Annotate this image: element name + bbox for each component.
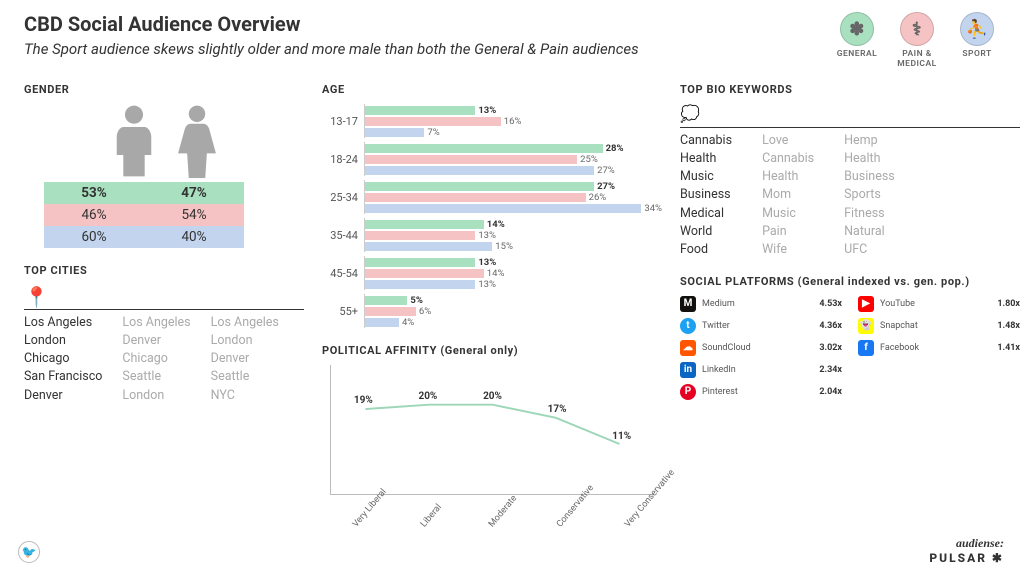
social-item: fFacebook1.41x bbox=[858, 340, 1020, 356]
legend: ✽GENERAL ⚕PAIN & MEDICAL ⛹SPORT bbox=[834, 12, 1000, 69]
political-category: Very Conservative bbox=[623, 515, 637, 529]
footer-logos: audiense: PULSAR ✱ bbox=[929, 536, 1004, 565]
cities-column: Los AngelesLondonDenverSeattleNYC bbox=[211, 314, 279, 405]
political-category: Moderate bbox=[487, 515, 501, 529]
social-section: SOCIAL PLATFORMS (General indexed vs. ge… bbox=[680, 275, 1020, 400]
political-category: Conservative bbox=[555, 515, 569, 529]
social-item bbox=[858, 362, 1020, 378]
political-value: 17% bbox=[548, 404, 567, 415]
political-category: Very Liberal bbox=[351, 515, 365, 529]
gender-row: 46%54% bbox=[44, 204, 244, 226]
political-title: POLITICAL AFFINITY (General only) bbox=[322, 344, 662, 357]
political-value: 20% bbox=[418, 391, 437, 402]
political-value: 11% bbox=[612, 431, 631, 442]
cities-column: Los AngelesDenverChicagoSeattleLondon bbox=[122, 314, 190, 405]
age-row: 45-5413%14%13% bbox=[322, 256, 662, 290]
cities-title: TOP CITIES bbox=[24, 264, 304, 277]
twitter-icon: 🐦 bbox=[18, 541, 40, 563]
bio-section: TOP BIO KEYWORDS 💭 CannabisHealthMusicBu… bbox=[680, 83, 1020, 259]
gender-title: GENDER bbox=[24, 83, 304, 96]
social-item: PPinterest2.04x bbox=[680, 384, 842, 400]
age-row: 18-2428%25%27% bbox=[322, 142, 662, 176]
legend-item: ⚕PAIN & MEDICAL bbox=[894, 12, 940, 69]
age-row: 35-4414%13%15% bbox=[322, 218, 662, 252]
political-section: POLITICAL AFFINITY (General only) 19% 20%… bbox=[322, 344, 662, 507]
pulsar-logo: PULSAR ✱ bbox=[929, 551, 1004, 565]
pin-icon: 📍 bbox=[24, 285, 304, 309]
gender-row: 53%47% bbox=[44, 182, 244, 204]
bio-column: HempHealthBusinessSportsFitnessNaturalUF… bbox=[844, 132, 895, 259]
age-section: AGE 13-1713%16%7% 18-2428%25%27% 25-3427%2… bbox=[322, 83, 662, 328]
gender-table: 53%47%46%54%60%40% bbox=[44, 182, 244, 248]
political-value: 20% bbox=[483, 391, 502, 402]
bio-column: CannabisHealthMusicBusinessMedicalWorldF… bbox=[680, 132, 732, 259]
gender-row: 60%40% bbox=[44, 226, 244, 248]
legend-item: ⛹SPORT bbox=[954, 12, 1000, 69]
thought-icon: 💭 bbox=[680, 104, 1020, 123]
cities-section: TOP CITIES 📍 Los AngelesLondonChicagoSan… bbox=[24, 264, 304, 405]
gender-section: GENDER 53%47%46%54%60%40% bbox=[24, 83, 304, 248]
social-item: tTwitter4.36x bbox=[680, 318, 842, 334]
legend-item: ✽GENERAL bbox=[834, 12, 880, 69]
social-title: SOCIAL PLATFORMS (General indexed vs. ge… bbox=[680, 275, 1020, 288]
audiense-logo: audiense: bbox=[929, 536, 1004, 550]
page-title: CBD Social Audience Overview bbox=[24, 12, 639, 36]
age-title: AGE bbox=[322, 83, 662, 96]
cities-column: Los AngelesLondonChicagoSan FranciscoDen… bbox=[24, 314, 102, 405]
bio-column: LoveCannabisHealthMomMusicPainWife bbox=[762, 132, 814, 259]
age-row: 25-3427%26%34% bbox=[322, 180, 662, 214]
political-category: Liberal bbox=[419, 515, 433, 529]
social-item: ▶YouTube1.80x bbox=[858, 296, 1020, 312]
social-item: 👻Snapchat1.48x bbox=[858, 318, 1020, 334]
social-item: inLinkedIn2.34x bbox=[680, 362, 842, 378]
social-item: ☁SoundCloud3.02x bbox=[680, 340, 842, 356]
bio-title: TOP BIO KEYWORDS bbox=[680, 83, 1020, 96]
page-subtitle: The Sport audience skews slightly older … bbox=[24, 40, 639, 58]
social-item: MMedium4.53x bbox=[680, 296, 842, 312]
age-row: 13-1713%16%7% bbox=[322, 104, 662, 138]
age-row: 55+5%6%4% bbox=[322, 294, 662, 328]
gender-silhouettes bbox=[24, 104, 304, 178]
political-value: 19% bbox=[354, 395, 373, 406]
